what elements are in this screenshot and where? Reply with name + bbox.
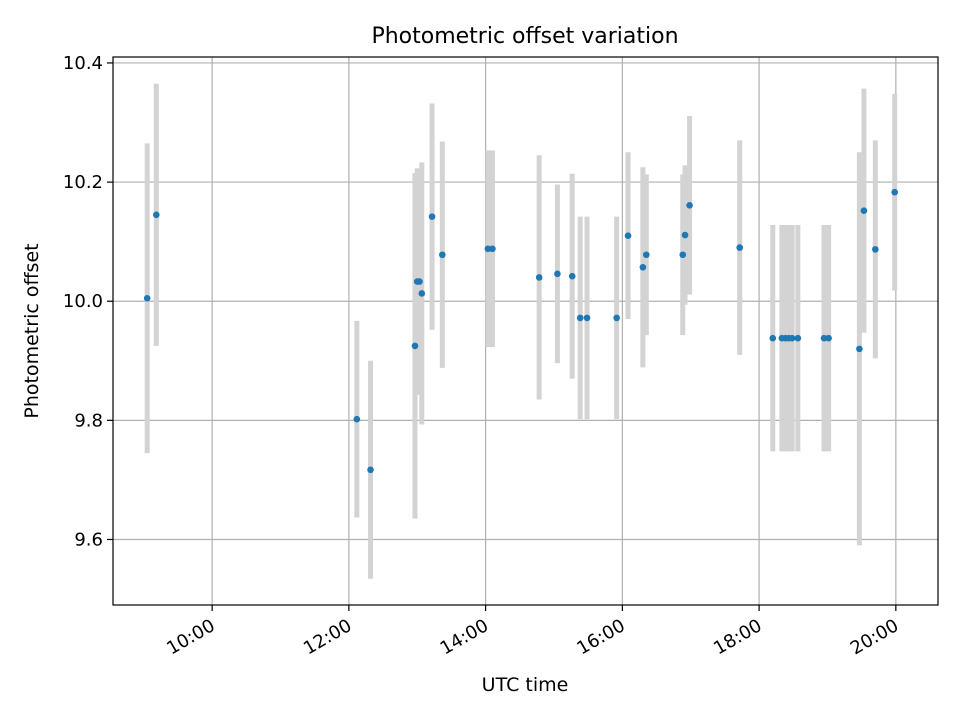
data-point <box>825 334 832 342</box>
data-point <box>416 278 423 285</box>
data-point <box>411 342 419 350</box>
data-point <box>639 263 647 271</box>
y-tick-label: 10.2 <box>63 172 103 193</box>
data-point <box>820 334 828 342</box>
data-point <box>428 213 436 220</box>
errorbar-layer <box>144 83 898 579</box>
data-point <box>681 231 689 239</box>
data-point <box>568 272 576 280</box>
data-point <box>788 334 796 342</box>
y-axis-label: Photometric offset <box>21 243 43 418</box>
data-point <box>872 246 879 253</box>
data-point <box>856 345 863 353</box>
data-point <box>367 466 374 474</box>
y-tick-label: 9.6 <box>74 529 103 550</box>
x-tick-label: 20:00 <box>847 615 902 659</box>
x-tick-label: 16:00 <box>573 615 628 659</box>
data-point <box>583 314 591 322</box>
data-point <box>769 334 777 342</box>
x-axis-label: UTC time <box>482 674 569 696</box>
x-tick-label: 18:00 <box>710 615 765 659</box>
data-point <box>143 294 151 302</box>
x-tick-label: 10:00 <box>163 615 218 659</box>
data-point <box>736 244 744 251</box>
data-point <box>418 290 426 297</box>
chart-title: Photometric offset variation <box>371 24 678 49</box>
data-point <box>576 314 584 322</box>
data-point <box>153 211 160 219</box>
data-point <box>891 188 898 196</box>
data-point <box>794 334 802 342</box>
data-point <box>679 251 687 259</box>
data-point <box>439 251 446 259</box>
data-point <box>484 245 492 253</box>
data-point <box>686 202 693 209</box>
x-tick-label: 12:00 <box>300 615 355 659</box>
y-tick-label: 10.0 <box>63 291 103 312</box>
data-point <box>535 274 543 281</box>
data-point <box>353 415 361 423</box>
x-tick-label: 14:00 <box>437 615 492 659</box>
data-point <box>624 232 632 239</box>
data-point <box>489 245 496 253</box>
plot-frame <box>112 56 939 606</box>
data-point <box>613 314 620 322</box>
y-tick-label: 9.8 <box>74 410 103 431</box>
data-point <box>860 207 868 214</box>
data-point <box>642 251 650 259</box>
data-point <box>554 270 561 278</box>
y-tick-label: 10.4 <box>63 53 103 74</box>
tick-layer: 10:00 12:00 14:00 16:00 18:00 20:00 9.6 9.8 10.0… <box>63 53 902 659</box>
grid-layer <box>113 57 938 605</box>
marker-layer <box>143 188 898 474</box>
